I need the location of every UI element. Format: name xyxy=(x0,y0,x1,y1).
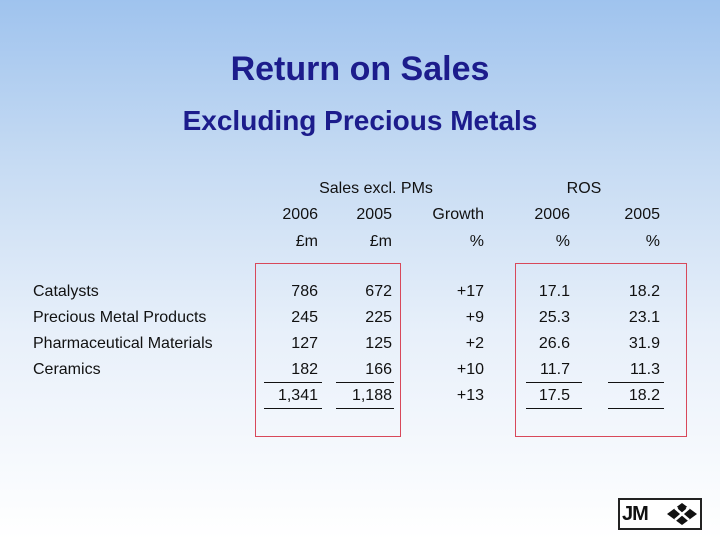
total-ros-2006: 17.5 xyxy=(538,387,570,404)
company-logo: JM xyxy=(618,498,702,530)
header-sales-2006-unit: £m xyxy=(295,233,318,250)
row-label-catalysts: Catalysts xyxy=(33,283,99,300)
cell-ros-2006: 17.1 xyxy=(538,283,570,300)
header-sales-2006-year: 2006 xyxy=(282,206,318,223)
cell-ros-2005: 18.2 xyxy=(628,283,660,300)
cell-growth: +9 xyxy=(465,309,484,326)
crossed-hammers-icon xyxy=(667,503,697,525)
header-ros-group: ROS xyxy=(566,180,602,197)
cell-ros-2006: 26.6 xyxy=(538,335,570,352)
cell-ros-2006: 25.3 xyxy=(538,309,570,326)
cell-sales-2006: 127 xyxy=(291,335,318,352)
header-growth: Growth xyxy=(432,206,484,223)
total-rule xyxy=(526,408,582,409)
cell-ros-2005: 31.9 xyxy=(628,335,660,352)
logo-text: JM xyxy=(622,503,649,525)
total-sales-2005: 1,188 xyxy=(351,387,392,404)
cell-ros-2005: 11.3 xyxy=(630,361,660,378)
header-ros-2006-year: 2006 xyxy=(534,206,570,223)
total-rule xyxy=(336,408,394,409)
cell-sales-2006: 786 xyxy=(291,283,318,300)
ros-highlight-box xyxy=(515,263,687,437)
cell-growth: +17 xyxy=(456,283,484,300)
header-sales-2005-unit: £m xyxy=(369,233,392,250)
cell-sales-2005: 125 xyxy=(365,335,392,352)
cell-growth: +2 xyxy=(465,335,484,352)
total-rule xyxy=(264,408,322,409)
header-growth-unit: % xyxy=(469,233,484,250)
cell-growth: +10 xyxy=(456,361,484,378)
total-rule xyxy=(336,382,394,383)
cell-sales-2005: 166 xyxy=(365,361,392,378)
row-label-pharmaceutical-materials: Pharmaceutical Materials xyxy=(33,335,213,352)
header-ros-2005-year: 2005 xyxy=(624,206,660,223)
total-sales-2006: 1,341 xyxy=(277,387,318,404)
total-rule xyxy=(526,382,582,383)
cell-ros-2005: 23.1 xyxy=(628,309,660,326)
cell-sales-2006: 245 xyxy=(291,309,318,326)
sales-highlight-box xyxy=(255,263,401,437)
cell-ros-2006: 11.7 xyxy=(540,361,570,378)
cell-sales-2006: 182 xyxy=(291,361,318,378)
total-ros-2005: 18.2 xyxy=(628,387,660,404)
row-label-ceramics: Ceramics xyxy=(33,361,101,378)
total-rule xyxy=(264,382,322,383)
slide-title: Return on Sales xyxy=(230,50,490,88)
slide-subtitle: Excluding Precious Metals xyxy=(182,105,538,136)
total-rule xyxy=(608,382,664,383)
header-sales-group: Sales excl. PMs xyxy=(319,180,433,197)
total-rule xyxy=(608,408,664,409)
cell-sales-2005: 225 xyxy=(365,309,392,326)
header-ros-2005-unit: % xyxy=(645,233,660,250)
row-label-precious-metal-products: Precious Metal Products xyxy=(33,309,207,326)
header-ros-2006-unit: % xyxy=(555,233,570,250)
cell-sales-2005: 672 xyxy=(365,283,392,300)
total-growth: +13 xyxy=(456,387,484,404)
header-sales-2005-year: 2005 xyxy=(356,206,392,223)
